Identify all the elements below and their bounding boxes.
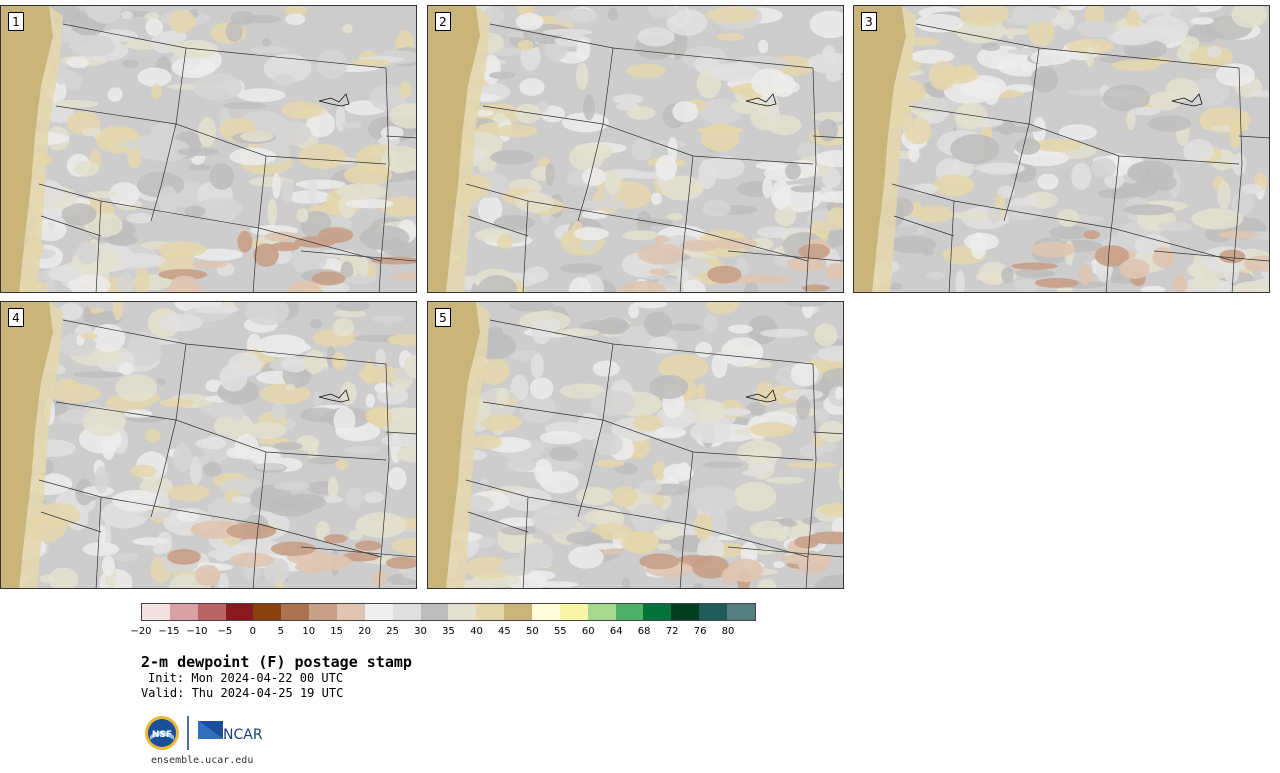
colorbar-tick-label: 5 bbox=[277, 626, 284, 637]
member-2-map: 2 bbox=[427, 5, 844, 293]
dewpoint-map-1 bbox=[1, 6, 416, 292]
colorbar-tick-label: −15 bbox=[158, 626, 180, 637]
colorbar-tick-label: 45 bbox=[498, 626, 511, 637]
colorbar-swatch bbox=[142, 604, 170, 620]
member-4-map: 4 bbox=[0, 301, 417, 589]
colorbar-swatch bbox=[671, 604, 700, 620]
colorbar-tick-label: 80 bbox=[721, 626, 735, 637]
colorbar-ticks: −20 −15 −10 −5 0 5 10 15 20 25 30 35 40 45 50 55 60 64 68 7… bbox=[130, 626, 756, 640]
colorbar-swatch bbox=[643, 604, 672, 620]
dewpoint-map-4 bbox=[1, 302, 416, 588]
colorbar-tick-label: 25 bbox=[386, 626, 399, 637]
colorbar-tick-label: 60 bbox=[581, 626, 595, 637]
colorbar-swatch bbox=[504, 604, 533, 620]
colorbar-tick-label: 10 bbox=[302, 626, 316, 637]
colorbar-swatch bbox=[281, 604, 310, 620]
colorbar-tick-label: 15 bbox=[330, 626, 344, 637]
ncar-logo-icon: NCAR bbox=[198, 721, 263, 743]
colorbar-tick-label: −20 bbox=[130, 626, 152, 637]
member-5-map: 5 bbox=[427, 301, 844, 589]
colorbar-swatch bbox=[727, 604, 755, 620]
nsf-logo-text: NSF bbox=[152, 730, 172, 740]
member-number-label: 2 bbox=[435, 12, 451, 31]
dewpoint-map-3 bbox=[854, 6, 1269, 292]
dewpoint-map-2 bbox=[428, 6, 843, 292]
logos: NSF NCAR bbox=[145, 716, 263, 750]
colorbar-tick-label: 35 bbox=[442, 626, 455, 637]
colorbar-tick-label: 68 bbox=[637, 626, 651, 637]
colorbar-tick-label: 50 bbox=[525, 626, 539, 637]
colorbar-swatch bbox=[364, 604, 393, 620]
colorbar-tick-label: 30 bbox=[414, 626, 427, 637]
ncar-logo-text: NCAR bbox=[223, 727, 263, 743]
colorbar-tick-label: 72 bbox=[665, 626, 679, 637]
colorbar-tick-label: 20 bbox=[358, 626, 371, 637]
valid-time: Valid: Thu 2024-04-25 19 UTC bbox=[141, 686, 344, 700]
colorbar-tick-label: 40 bbox=[470, 626, 483, 637]
colorbar-swatch bbox=[615, 604, 644, 620]
colorbar-tick-label: −10 bbox=[186, 626, 208, 637]
colorbar-tick-label: 55 bbox=[553, 626, 567, 637]
colorbar-swatch bbox=[448, 604, 477, 620]
colorbar-tick-label: 64 bbox=[609, 626, 623, 637]
colorbar-tick-label: 76 bbox=[693, 626, 707, 637]
colorbar-swatch bbox=[476, 604, 505, 620]
site-url[interactable]: ensemble.ucar.edu bbox=[151, 755, 254, 766]
member-3-map: 3 bbox=[853, 5, 1270, 293]
colorbar-swatch bbox=[169, 604, 198, 620]
colorbar-swatch bbox=[559, 604, 588, 620]
colorbar-tick-label: −5 bbox=[217, 626, 233, 637]
colorbar-tick-label: 0 bbox=[249, 626, 256, 637]
colorbar-swatch bbox=[253, 604, 282, 620]
product-title: 2-m dewpoint (F) postage stamp bbox=[141, 653, 412, 671]
member-number-label: 3 bbox=[861, 12, 877, 31]
colorbar-swatch bbox=[699, 604, 728, 620]
colorbar-swatch bbox=[420, 604, 449, 620]
colorbar-swatch bbox=[225, 604, 254, 620]
member-number-label: 4 bbox=[8, 308, 24, 327]
colorbar-swatch bbox=[532, 604, 560, 620]
colorbar-swatch bbox=[392, 604, 421, 620]
member-number-label: 5 bbox=[435, 308, 451, 327]
nsf-logo-icon: NSF bbox=[145, 716, 179, 750]
init-time: Init: Mon 2024-04-22 00 UTC bbox=[148, 671, 344, 685]
member-1-map: 1 bbox=[0, 5, 417, 293]
colorbar-swatch bbox=[587, 604, 616, 620]
member-number-label: 1 bbox=[8, 12, 24, 31]
colorbar-swatch bbox=[309, 604, 338, 620]
colorbar bbox=[141, 603, 756, 621]
colorbar-swatch bbox=[197, 604, 226, 620]
colorbar-swatch bbox=[337, 604, 365, 620]
dewpoint-map-5 bbox=[428, 302, 843, 588]
